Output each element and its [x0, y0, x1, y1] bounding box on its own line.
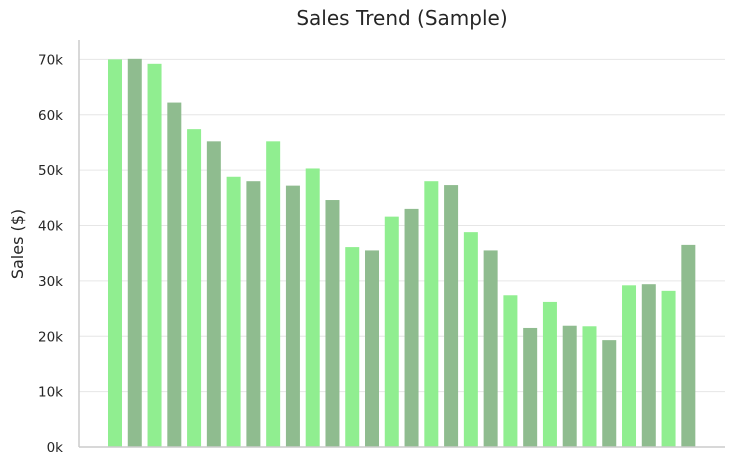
y-tick-label: 30k [38, 274, 63, 290]
bar [582, 326, 597, 447]
bar [542, 301, 557, 447]
bar [602, 340, 617, 447]
bar [404, 208, 419, 447]
bar [681, 244, 696, 447]
bar [187, 129, 202, 447]
bar [661, 290, 676, 447]
y-axis-label: Sales ($) [8, 209, 27, 279]
bar [246, 181, 261, 447]
y-tick-label: 20k [38, 329, 63, 345]
bar [167, 102, 182, 447]
y-tick-label: 70k [38, 52, 63, 68]
bar [463, 232, 478, 447]
bar [108, 59, 122, 447]
bar [523, 327, 538, 447]
chart-title: Sales Trend (Sample) [296, 6, 507, 30]
bar [325, 200, 340, 447]
bar [503, 295, 518, 447]
bar [641, 284, 656, 447]
y-tick-label: 40k [38, 219, 63, 235]
bar [345, 247, 360, 447]
y-tick-label: 0k [47, 440, 64, 456]
bar [127, 58, 142, 447]
bar [562, 325, 577, 447]
bar [622, 285, 637, 447]
bar [483, 250, 498, 447]
bar [266, 141, 281, 447]
bar [305, 168, 320, 447]
y-tick-labels: 0k 10k 20k 30k 40k 50k 60k 70k [38, 52, 63, 456]
y-tick-label: 50k [38, 163, 63, 179]
bar [147, 63, 162, 448]
bar [206, 141, 221, 447]
axes [78, 40, 725, 448]
bar [384, 216, 399, 447]
bar [285, 185, 300, 447]
bar [444, 185, 459, 447]
bar [365, 250, 380, 447]
bars [108, 58, 696, 448]
bar [424, 181, 439, 447]
bar [226, 176, 241, 447]
y-tick-label: 60k [38, 108, 63, 124]
y-tick-label: 10k [38, 385, 63, 401]
grid-lines [79, 58, 725, 393]
